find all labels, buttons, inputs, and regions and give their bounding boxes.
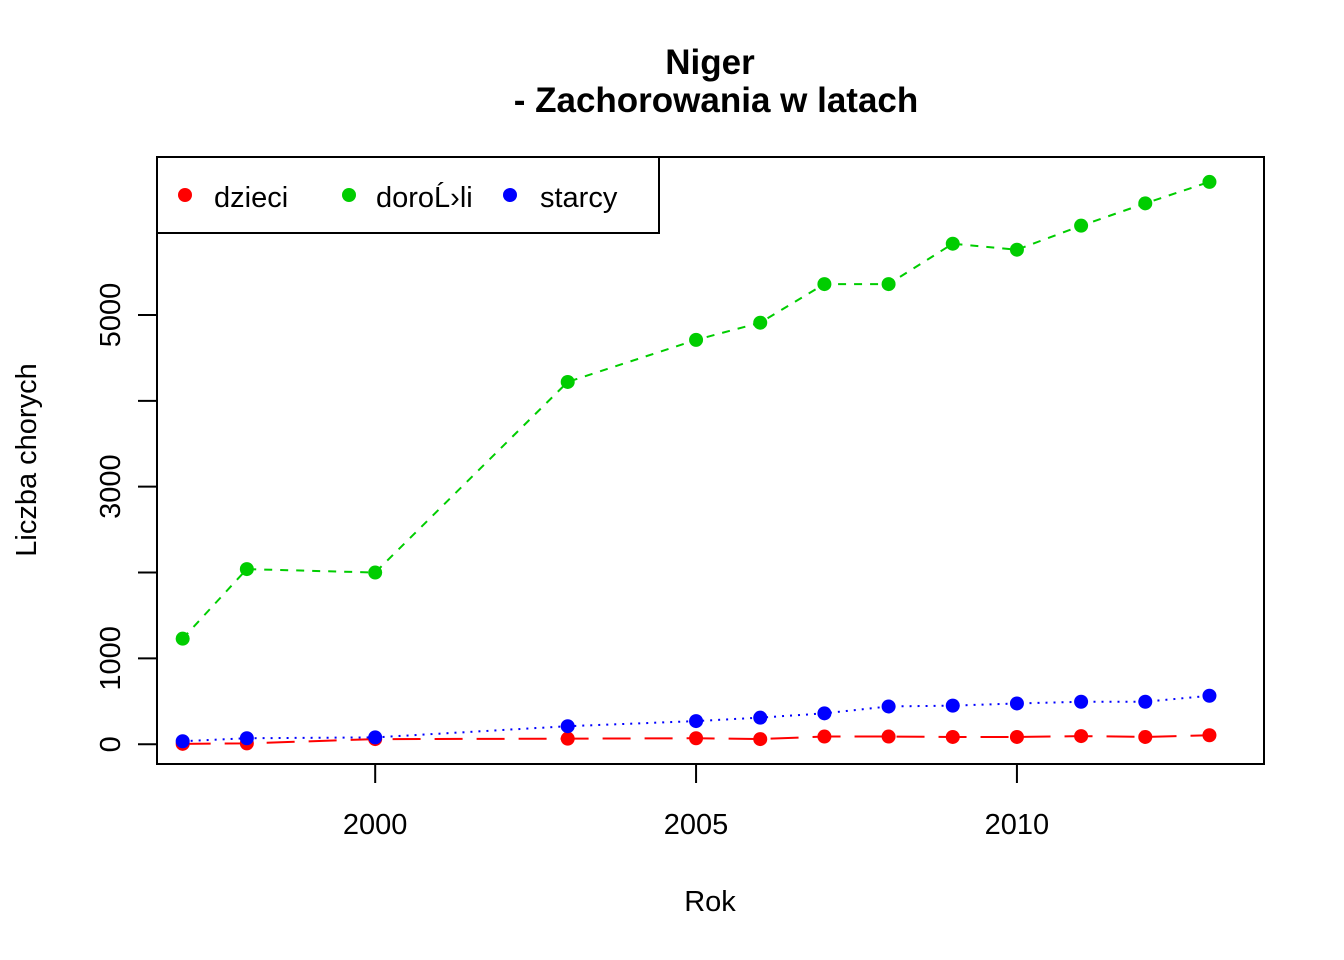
legend-label-starcy: starcy (540, 182, 618, 214)
x-axis: 2000 2005 2010 (343, 763, 1050, 841)
series-3-point (881, 699, 896, 714)
x-tick-label: 2010 (985, 809, 1050, 841)
series-2-point (945, 236, 960, 251)
series-2-point (1138, 196, 1153, 211)
chart-title: Niger (665, 43, 755, 82)
series-2-point (817, 277, 832, 292)
series-3-point (689, 714, 704, 729)
series-1-point (1202, 728, 1217, 743)
x-tick-label: 2000 (343, 809, 408, 841)
series-3-point (368, 730, 383, 745)
series-2-line (181, 180, 1210, 640)
x-tick-label: 2005 (664, 809, 729, 841)
legend-marker-starcy (503, 188, 517, 202)
y-tick-label: 3000 (95, 454, 127, 519)
series-1-point (1009, 729, 1024, 744)
series-layer (175, 174, 1217, 751)
series-2-point (881, 277, 896, 292)
series-1-point (753, 732, 768, 747)
y-tick-label: 5000 (95, 283, 127, 348)
series-1-point (817, 729, 832, 744)
series-3-point (945, 698, 960, 713)
x-axis-title: Rok (684, 886, 736, 918)
series-1-point (689, 731, 704, 746)
series-1-point (945, 729, 960, 744)
plot-frame (156, 156, 1265, 765)
series-2-point (239, 562, 254, 577)
series-3-point (560, 719, 575, 734)
legend-label-dzieci: dzieci (214, 182, 288, 214)
y-tick-label: 1000 (95, 626, 127, 691)
series-1-point (560, 731, 575, 746)
legend-label-dorosli: doroĹ›li (376, 181, 473, 214)
series-2-point (560, 374, 575, 389)
series-2-point (689, 332, 704, 347)
chart-subtitle: - Zachorowania w latach (514, 81, 919, 120)
series-3-point (1009, 696, 1024, 711)
series-2-point (1074, 218, 1089, 233)
series-3-point (753, 710, 768, 725)
series-2-point (1009, 242, 1024, 257)
series-3-point (239, 731, 254, 746)
y-axis: 0 1000 3000 5000 (95, 283, 158, 752)
series-2-point (1202, 174, 1217, 189)
y-axis-title: Liczba chorych (11, 363, 43, 556)
series-3-point (1138, 694, 1153, 709)
series-2-point (753, 315, 768, 330)
series-2-point (175, 631, 190, 646)
y-tick-label: 0 (95, 736, 127, 752)
series-3-point (1202, 688, 1217, 703)
series-3-point (175, 734, 190, 749)
series-3-point (1074, 694, 1089, 709)
legend-marker-dzieci (178, 188, 192, 202)
series-3-point (817, 706, 832, 721)
legend-box (156, 156, 660, 234)
series-1-point (881, 729, 896, 744)
legend-marker-dorosli (342, 188, 356, 202)
series-2-point (368, 565, 383, 580)
series-1-point (1138, 729, 1153, 744)
legend: dzieci doroĹ›li starcy (156, 156, 660, 234)
series-1-point (1074, 729, 1089, 744)
